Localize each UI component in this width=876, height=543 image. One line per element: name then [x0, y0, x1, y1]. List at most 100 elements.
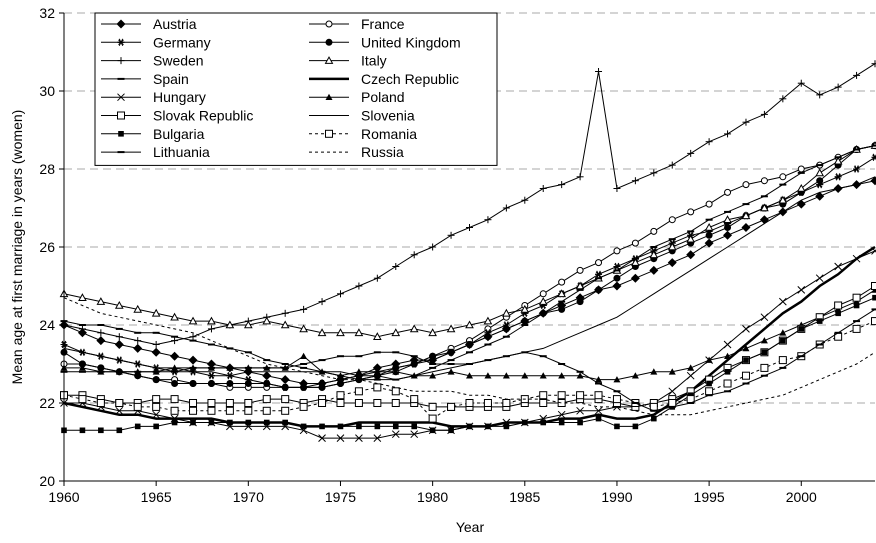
marker-part [172, 420, 178, 426]
series-line [64, 146, 875, 388]
marker-part [337, 400, 344, 407]
marker [153, 376, 160, 383]
marker [503, 400, 510, 407]
marker-part [226, 380, 233, 387]
marker-part [613, 275, 620, 282]
marker-part [281, 375, 290, 384]
marker-part [741, 223, 750, 232]
marker-part [467, 424, 473, 430]
marker-part [798, 166, 804, 172]
marker-part [209, 420, 215, 426]
marker-part [300, 403, 307, 410]
marker-part [631, 274, 640, 283]
marker [779, 329, 786, 335]
marker [779, 298, 786, 305]
marker [80, 428, 86, 434]
marker [300, 353, 307, 359]
marker [263, 380, 270, 387]
marker [650, 169, 657, 176]
marker-part [706, 232, 713, 239]
marker [153, 403, 160, 410]
marker [595, 392, 602, 399]
marker [448, 349, 455, 356]
marker-part [96, 336, 105, 345]
marker-part [411, 325, 418, 331]
marker [208, 380, 215, 387]
marker-part [448, 349, 455, 356]
marker [281, 375, 290, 384]
marker [633, 424, 639, 430]
marker [97, 400, 104, 407]
marker-part [706, 388, 713, 395]
marker-part [798, 326, 804, 332]
marker-part [797, 200, 806, 209]
marker-part [190, 400, 197, 407]
marker [540, 298, 547, 304]
marker [319, 400, 326, 407]
marker [706, 381, 712, 387]
marker-part [633, 424, 639, 430]
marker-part [152, 348, 161, 357]
y-tick-label: 28 [39, 161, 55, 177]
marker [577, 420, 583, 426]
marker-part [613, 396, 620, 403]
marker [319, 298, 326, 305]
marker-part [282, 384, 289, 391]
marker [742, 119, 749, 126]
marker [448, 368, 455, 374]
marker [466, 341, 473, 348]
marker [411, 251, 418, 258]
marker-part [835, 302, 842, 309]
marker [374, 400, 381, 407]
marker-part [116, 400, 123, 407]
marker-part [743, 357, 749, 363]
marker [98, 428, 104, 434]
marker-part [264, 420, 270, 426]
y-tick-label: 32 [39, 5, 55, 21]
marker [853, 166, 860, 173]
marker [429, 353, 436, 360]
marker-part [761, 364, 768, 371]
marker [190, 333, 197, 340]
marker-part [724, 224, 731, 231]
marker [872, 60, 876, 67]
marker-part [872, 295, 876, 301]
marker-part [98, 428, 104, 434]
marker [614, 424, 620, 430]
marker-part [872, 283, 876, 290]
marker-part [466, 400, 473, 407]
marker-part [853, 294, 860, 301]
marker-part [262, 371, 271, 380]
marker-part [649, 266, 658, 275]
marker [466, 400, 473, 407]
marker-part [355, 388, 362, 395]
marker-part [632, 240, 638, 246]
marker-part [263, 407, 270, 414]
marker [190, 407, 197, 414]
marker [816, 169, 823, 175]
marker-part [614, 424, 620, 430]
legend-label: Hungary [153, 89, 206, 105]
marker [411, 361, 418, 368]
marker [853, 72, 860, 79]
marker-part [208, 400, 215, 407]
marker-part [686, 250, 695, 259]
marker [411, 396, 418, 403]
marker-part [79, 396, 86, 403]
marker [743, 182, 749, 188]
marker-part [374, 384, 381, 391]
marker-part [596, 416, 602, 422]
marker [688, 209, 694, 215]
marker [669, 388, 676, 395]
marker [705, 239, 714, 248]
marker [411, 424, 417, 430]
marker-part [668, 258, 677, 267]
marker [632, 177, 639, 184]
marker [577, 173, 584, 180]
marker [687, 372, 694, 379]
marker [282, 396, 289, 403]
marker [540, 291, 546, 297]
x-tick-label: 1965 [141, 489, 172, 505]
marker [226, 380, 233, 387]
marker [170, 352, 179, 361]
